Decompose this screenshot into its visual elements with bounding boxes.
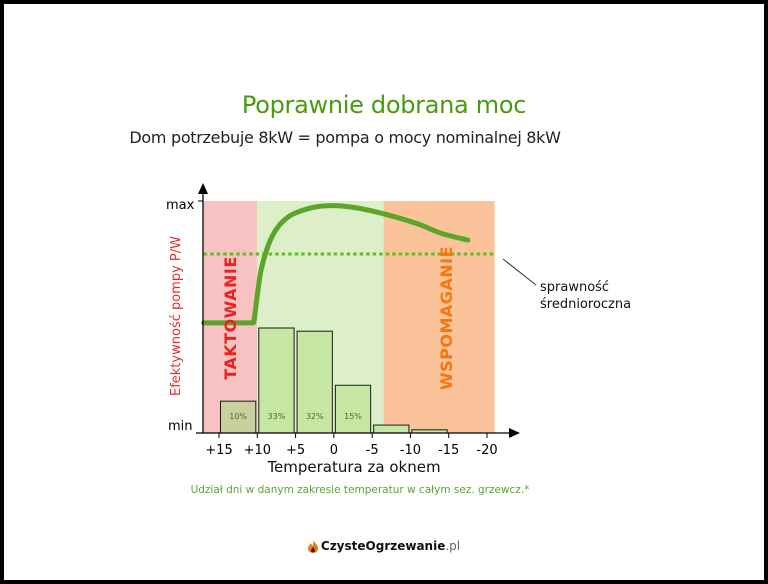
average-label-line2: średnioroczna [540, 297, 631, 312]
y-axis-arrow [198, 183, 208, 194]
x-tick-label-5: -10 [400, 443, 421, 458]
bar-0 [220, 400, 257, 434]
x-tick-labels-group: +15 +10 +5 0 -5 -10 -15 -20 [205, 443, 497, 458]
zone-label-wspomaganie: WSPOMAGANIE [437, 246, 456, 390]
x-tick-label-0: +15 [205, 443, 232, 458]
footer-brand: CzysteOgrzewanie.pl [0, 539, 768, 553]
x-tick-label-2: +5 [286, 443, 305, 458]
x-tick-label-7: -20 [476, 443, 497, 458]
x-tick-label-4: -5 [366, 443, 379, 458]
zone-label-taktowanie: TAKTOWANIE [221, 256, 240, 380]
bar-3 [334, 384, 372, 434]
share-note: Udział dni w danym zakresie temperatur w… [191, 484, 530, 496]
bar-label-0: 10% [229, 412, 247, 421]
x-axis-arrow [509, 428, 520, 438]
bars-group: 10% 33% 32% 15% [220, 327, 448, 434]
page-subtitle: Dom potrzebuje 8kW = pompa o mocy nomina… [129, 128, 561, 147]
zone-0 [203, 201, 258, 433]
flame-icon [307, 540, 318, 553]
x-axis-label: Temperatura za oknem [266, 458, 440, 476]
bar-1 [258, 327, 295, 434]
x-tick-label-3: 0 [330, 443, 338, 458]
zone-2 [383, 201, 495, 433]
x-tick-label-6: -15 [438, 443, 459, 458]
bar-label-2: 32% [306, 412, 324, 421]
y-axis-label: Efektywność pompy P/W [169, 236, 184, 396]
average-label-line1: sprawność [540, 280, 609, 295]
curve-group [201, 203, 471, 326]
footer-brand-tld: .pl [445, 539, 461, 553]
y-tick-label-min: min [168, 419, 193, 434]
x-tick-label-1: +10 [244, 443, 271, 458]
x-ticks-group [218, 433, 488, 438]
bar-label-3: 15% [344, 412, 362, 421]
page-title: Poprawnie dobrana moc [241, 91, 527, 119]
bar-label-1: 33% [268, 412, 286, 421]
bar-4 [373, 424, 410, 434]
footer-brand-name: CzysteOgrzewanie [320, 539, 446, 553]
efficiency-curve [201, 203, 471, 326]
average-callout-line [502, 258, 537, 286]
y-tick-label-max: max [166, 198, 195, 213]
